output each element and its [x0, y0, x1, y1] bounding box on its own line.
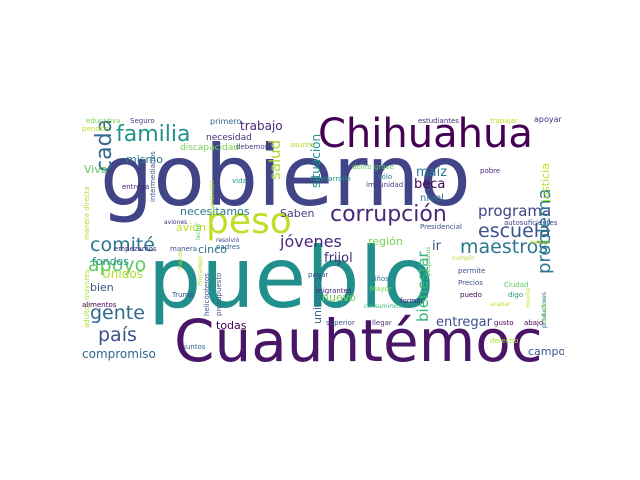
cloud-word: región: [368, 235, 403, 248]
cloud-word: asunto: [290, 141, 314, 149]
cloud-word: justicia: [539, 163, 552, 202]
cloud-word: estudiantes: [418, 117, 459, 125]
cloud-word: mismo: [126, 153, 163, 166]
cloud-word: salud: [266, 139, 284, 180]
cloud-word: consumimos: [364, 303, 402, 310]
cloud-word: gusto: [494, 319, 514, 327]
cloud-word: derecho: [490, 337, 519, 345]
cloud-word: Cuauhtémoc: [174, 307, 543, 368]
cloud-word: migrantes: [316, 287, 352, 295]
cloud-word: comité: [90, 234, 155, 256]
cloud-word: organización: [209, 179, 216, 218]
cloud-word: pequeños: [425, 246, 432, 276]
cloud-word: niños: [370, 275, 389, 283]
cloud-word: peso: [206, 201, 292, 242]
cloud-word: entrega: [122, 183, 150, 191]
cloud-word: helicópteros: [203, 273, 211, 316]
cloud-word: primero: [210, 117, 242, 126]
cloud-word: Seguro: [130, 117, 155, 125]
cloud-word: necesitamos: [180, 205, 250, 218]
cloud-word: padres: [216, 243, 240, 251]
cloud-word: desarrollo: [316, 175, 351, 183]
cloud-word: resolvió: [216, 237, 240, 244]
cloud-word: manera: [170, 245, 198, 253]
cloud-word: autosuficientes: [504, 219, 558, 227]
cloud-word: vida: [232, 177, 247, 185]
word-cloud: gobierno pueblo Cuauhtémoc Chihuahua pes…: [80, 112, 564, 368]
cloud-word: trabajar: [490, 117, 518, 125]
cloud-word: debemos: [236, 143, 269, 151]
cloud-word: campo: [528, 345, 564, 358]
cloud-word: Unidos: [102, 267, 143, 281]
cloud-word: necesidad: [206, 133, 252, 143]
cloud-word: programa: [478, 202, 552, 220]
cloud-word: formar: [400, 297, 424, 305]
cloud-word: puedo: [460, 291, 482, 299]
cloud-word: Ciudad: [504, 281, 529, 289]
cloud-word: intermediarios: [149, 151, 157, 202]
cloud-word: aviones: [164, 219, 188, 226]
cloud-word: país: [98, 324, 137, 346]
cloud-word: cumplir: [452, 255, 475, 262]
cloud-word: empezamos: [114, 245, 157, 253]
cloud-word: maíz: [416, 165, 448, 180]
cloud-word: manera directa: [83, 186, 91, 240]
cloud-word: familia: [116, 122, 191, 147]
cloud-word: educativa: [86, 117, 121, 125]
cloud-word: fondos: [92, 255, 130, 268]
cloud-word: menos: [177, 249, 184, 270]
cloud-word: nivel: [420, 193, 444, 204]
cloud-word: digo: [508, 291, 524, 299]
cloud-word: frijol: [324, 251, 353, 266]
cloud-word: bien: [90, 281, 114, 294]
cloud-word: cinco: [198, 243, 227, 256]
cloud-word: trabajo: [240, 119, 283, 133]
cloud-word: adultos mayores: [83, 269, 91, 328]
cloud-word: entregar: [436, 315, 492, 330]
cloud-word: avión: [176, 221, 207, 234]
cloud-word: Estados: [541, 298, 548, 322]
cloud-word: sólo: [378, 173, 393, 181]
cloud-word: apoyar: [534, 115, 562, 124]
cloud-word: llegar: [372, 319, 392, 327]
cloud-word: discapacidad: [180, 143, 239, 153]
cloud-word: alimentos: [82, 301, 117, 309]
cloud-word: pobre: [480, 167, 501, 175]
cloud-word: beca: [414, 177, 446, 192]
cloud-word: jóvenes: [280, 232, 342, 251]
cloud-word: leche: [195, 223, 202, 240]
cloud-word: Chihuahua: [318, 112, 533, 157]
cloud-word: permite: [458, 267, 486, 275]
cloud-word: Trump: [172, 291, 194, 299]
cloud-word: juntos: [184, 343, 206, 351]
cloud-word: superior: [326, 319, 355, 327]
cloud-word: Precios: [458, 279, 483, 287]
cloud-word: nuevo: [322, 291, 356, 304]
cloud-word: abajo: [524, 319, 544, 327]
cloud-word: gobierno: [100, 127, 471, 225]
cloud-word: maestros: [460, 236, 549, 258]
cloud-word: gente: [90, 302, 145, 324]
cloud-word: presupuesto: [215, 272, 223, 316]
cloud-word: compromiso: [82, 347, 156, 361]
cloud-word: todas: [216, 319, 247, 332]
cloud-word: escuela: [478, 220, 551, 242]
cloud-word: pueblo: [148, 229, 435, 327]
cloud-word: mucho: [525, 287, 532, 308]
cloud-word: Saben: [280, 207, 315, 220]
cloud-word: corrupción: [330, 202, 447, 227]
cloud-word: apoyo: [88, 254, 147, 276]
cloud-word: pensión: [82, 125, 110, 133]
cloud-word: impunidad: [366, 181, 404, 189]
cloud-word: ir: [432, 239, 441, 254]
cloud-word: Presidencial: [420, 223, 462, 231]
cloud-word: Viva: [84, 163, 108, 176]
cloud-word: acabar: [490, 301, 511, 308]
cloud-word: meses: [530, 239, 550, 246]
cloud-word: Mayor: [370, 285, 392, 293]
cloud-word: pagar: [308, 271, 329, 279]
cloud-word: delito grave: [352, 163, 394, 171]
